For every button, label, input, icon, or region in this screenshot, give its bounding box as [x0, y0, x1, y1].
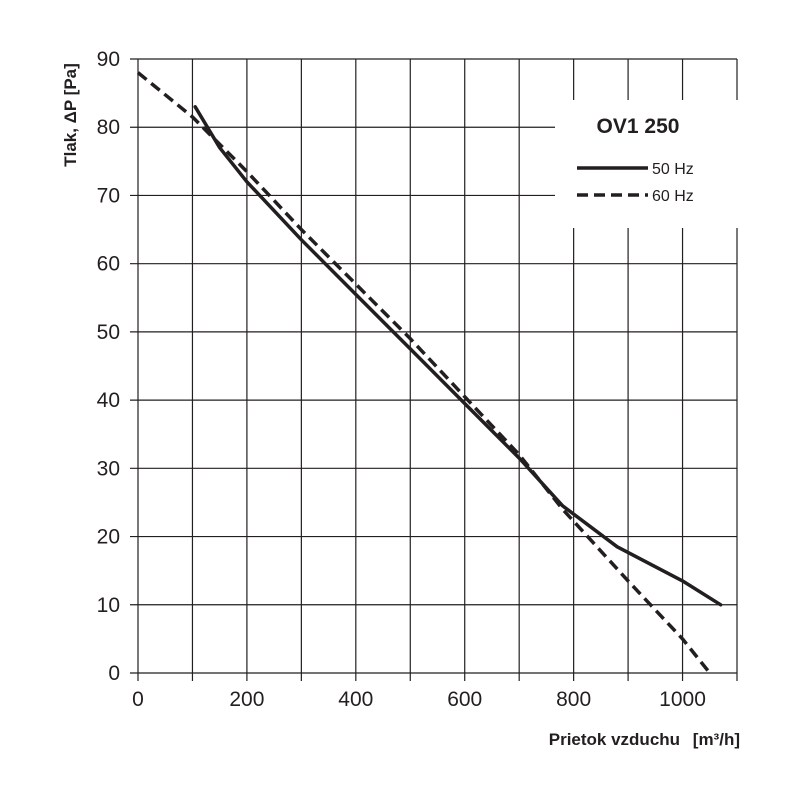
- y-tick-label: 50: [97, 321, 120, 344]
- y-axis-label: Tlak, ΔP [Pa]: [61, 63, 80, 167]
- legend: OV1 250 50 Hz 60 Hz: [555, 100, 738, 228]
- x-axis-label-unit: [m³/h]: [693, 730, 740, 749]
- y-tick-label: 80: [97, 116, 120, 139]
- series-line-50hz: [193, 105, 723, 607]
- series-line-60hz: [136, 71, 712, 675]
- x-tick-label: 1000: [659, 688, 706, 711]
- legend-label-50hz: 50 Hz: [652, 161, 694, 178]
- series-lines: [136, 71, 723, 675]
- legend-box: [555, 100, 738, 228]
- y-tick-label: 40: [97, 389, 120, 412]
- chart-title: OV1 250: [597, 115, 680, 138]
- x-tick-label: 800: [556, 688, 591, 711]
- y-tick-label: 70: [97, 184, 120, 207]
- x-tick-label: 400: [338, 688, 373, 711]
- y-tick-label: 30: [97, 457, 120, 480]
- y-tick-labels: 0 10 20 30 40 50 60 70 80 90: [97, 48, 120, 685]
- y-tick-label: 90: [97, 48, 120, 71]
- x-tick-label: 200: [229, 688, 264, 711]
- y-tick-label: 10: [97, 594, 120, 617]
- x-axis-label: Prietok vzduchu [m³/h]: [549, 730, 740, 749]
- y-tick-label: 0: [108, 662, 120, 685]
- y-tick-label: 60: [97, 253, 120, 276]
- x-tick-labels: 0 200 400 600 800 1000: [132, 688, 706, 711]
- x-tick-label: 600: [447, 688, 482, 711]
- y-tick-label: 20: [97, 526, 120, 549]
- x-axis-label-text: Prietok vzduchu: [549, 730, 680, 749]
- x-tick-label: 0: [132, 688, 144, 711]
- legend-label-60hz: 60 Hz: [652, 188, 694, 205]
